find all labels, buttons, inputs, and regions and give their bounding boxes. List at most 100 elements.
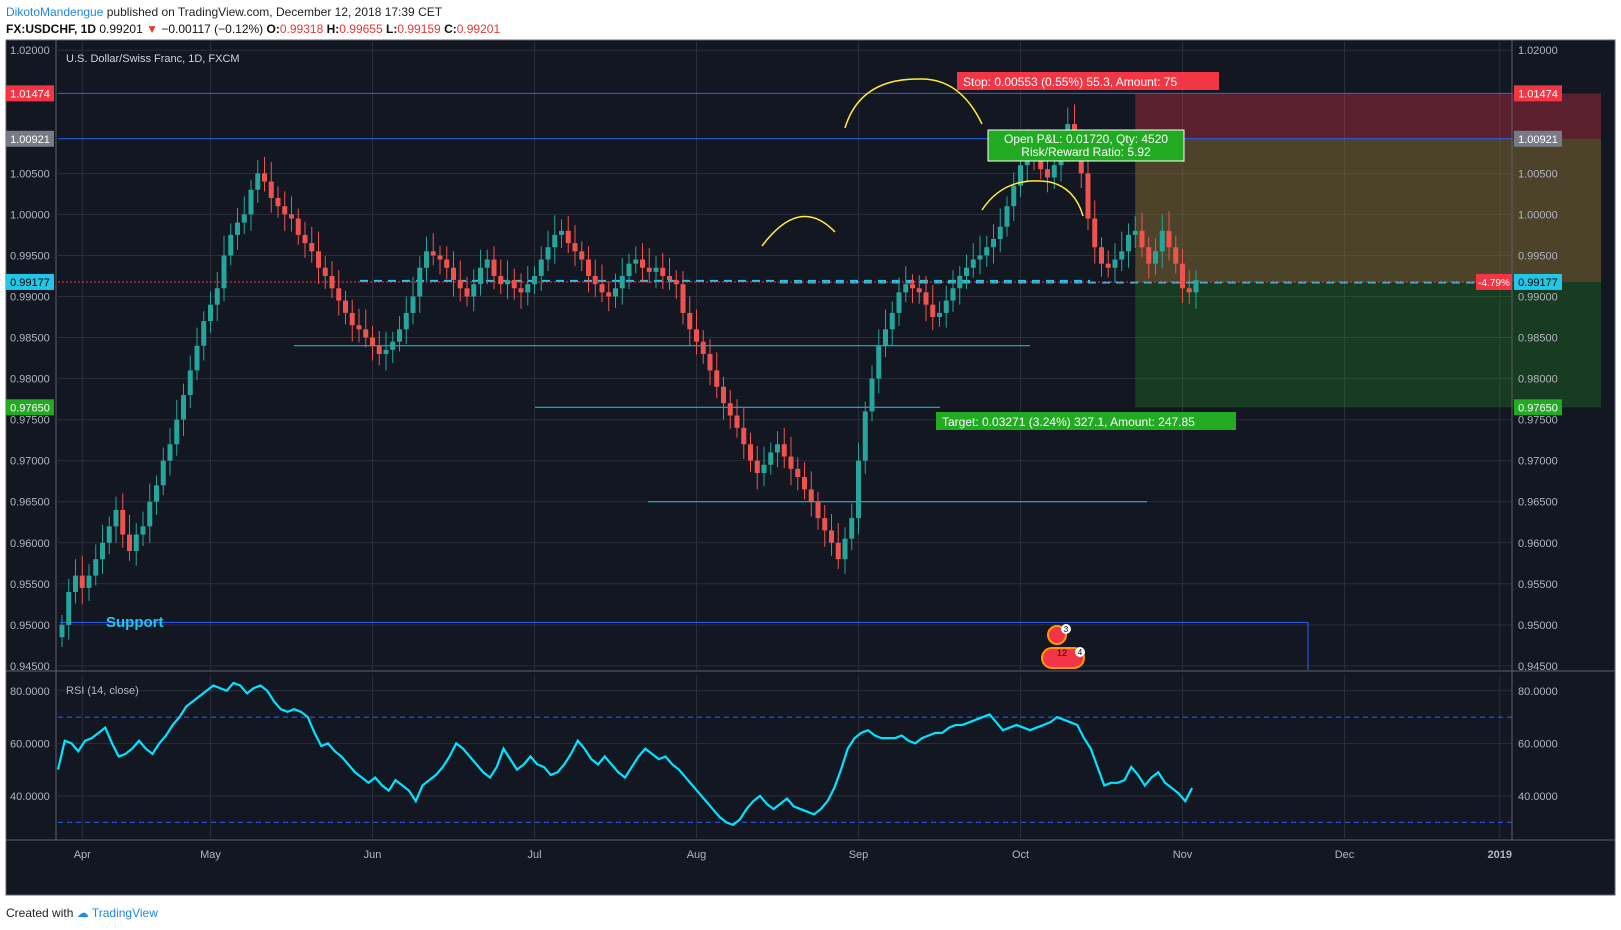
target-zone xyxy=(1135,281,1601,408)
drawings[interactable] xyxy=(761,78,1084,247)
candle-body xyxy=(464,288,470,297)
candle-body xyxy=(1011,185,1017,207)
y-tick-label-right: 0.96500 xyxy=(1518,497,1558,509)
y-tick-label-right: 0.94500 xyxy=(1518,661,1558,673)
candle-body xyxy=(370,337,375,346)
y-tick-label-right: 1.00000 xyxy=(1518,209,1558,221)
y-tick-label-left: 0.97000 xyxy=(10,456,50,468)
event-count: 4 xyxy=(1078,648,1083,657)
y-tick-label-left: 0.95000 xyxy=(10,620,50,632)
candle-body xyxy=(653,267,659,272)
candle-body xyxy=(721,386,726,404)
candle-body xyxy=(154,485,159,502)
x-tick-label: 2019 xyxy=(1488,849,1512,861)
candle-body xyxy=(518,288,524,293)
candle-body xyxy=(862,411,868,461)
candle-body xyxy=(910,284,915,289)
candle-body xyxy=(559,230,564,235)
candle-body xyxy=(565,230,571,244)
candle-body xyxy=(1146,247,1152,264)
candle-body xyxy=(140,526,146,535)
candle-body xyxy=(1119,251,1125,260)
level-lines[interactable] xyxy=(58,92,1512,670)
candle-body xyxy=(93,559,99,576)
candle-body xyxy=(302,234,308,244)
tradingview-logo-icon[interactable]: ☁ xyxy=(76,906,89,920)
candle-body xyxy=(950,288,956,301)
candle-body xyxy=(397,329,402,342)
candle-body xyxy=(876,345,882,379)
candle-body xyxy=(478,267,483,285)
candle-body xyxy=(66,592,72,625)
candle-body xyxy=(59,624,65,638)
candle-body xyxy=(329,275,335,289)
y-tick-label-left: 0.95500 xyxy=(10,579,50,591)
candle-body xyxy=(903,284,909,293)
position-tool[interactable] xyxy=(1135,93,1601,408)
candle-body xyxy=(943,300,949,313)
candle-body xyxy=(100,542,105,560)
y-tick-label-left: 0.96000 xyxy=(10,538,50,550)
candle-body xyxy=(471,284,477,297)
candle-body xyxy=(626,263,632,276)
rsi-tick-right: 80.0000 xyxy=(1518,686,1558,698)
candle-body xyxy=(424,251,429,268)
candle-body xyxy=(106,526,112,543)
publish-header: DikotoMandengue published on TradingView… xyxy=(6,4,442,20)
candle-body xyxy=(167,444,173,461)
y-tick-label-left: 1.00000 xyxy=(10,209,50,221)
candle-body xyxy=(923,292,929,305)
y-tick-label-left: 1.02000 xyxy=(10,45,50,57)
candle-body xyxy=(896,292,902,313)
candle-body xyxy=(73,575,78,593)
candle-body xyxy=(221,255,227,289)
price-badge-text-left: 0.99177 xyxy=(10,277,50,289)
author-link[interactable]: DikotoMandengue xyxy=(6,5,104,19)
candle-body xyxy=(147,501,153,527)
price-badge-right xyxy=(1514,273,1562,290)
y-tick-label-right: 0.98000 xyxy=(1518,374,1558,386)
candle-body xyxy=(363,329,369,338)
y-tick-label-right: 0.98500 xyxy=(1518,333,1558,345)
candle-body xyxy=(572,243,578,252)
candle-body xyxy=(714,370,720,387)
tradingview-brand[interactable]: TradingView xyxy=(91,906,158,920)
high-label: H: xyxy=(326,22,340,36)
price-badge-text-left: 1.01474 xyxy=(10,88,50,100)
candle-body xyxy=(673,280,679,285)
y-tick-label-left: 0.98500 xyxy=(10,333,50,345)
candle-body xyxy=(829,530,834,543)
candle-body xyxy=(694,329,699,342)
symbol-label[interactable]: FX:USDCHF, 1D xyxy=(6,22,97,36)
candle-body xyxy=(646,267,652,272)
candle-body xyxy=(491,259,497,276)
published-text: published on TradingView.com, December 1… xyxy=(106,5,443,19)
candle-body xyxy=(336,288,342,301)
candle-body xyxy=(1099,247,1104,264)
stop-label-box xyxy=(957,72,1219,90)
candle-body xyxy=(457,280,463,289)
candle-body xyxy=(815,501,821,519)
down-arrow-icon: ▼ xyxy=(146,22,158,36)
candle-body xyxy=(937,312,942,318)
x-tick-label: Sep xyxy=(849,849,869,861)
candle-body xyxy=(79,575,85,588)
candle-body xyxy=(754,460,760,473)
candle-body xyxy=(289,214,294,219)
candle-body xyxy=(262,173,267,182)
candle-body xyxy=(1038,156,1044,170)
rr-label: Risk/Reward Ratio: 5.92 xyxy=(1021,145,1151,159)
candle-body xyxy=(869,378,875,412)
candle-body xyxy=(356,325,362,330)
candle-body xyxy=(592,275,598,285)
candle-body xyxy=(444,259,450,268)
candle-body xyxy=(201,321,207,346)
y-tick-label-left: 1.00500 xyxy=(10,168,50,180)
candle-body xyxy=(1193,280,1199,293)
candle-body xyxy=(390,341,396,350)
candle-body xyxy=(403,312,409,330)
event-group-icon xyxy=(1041,647,1085,669)
candle-body xyxy=(842,538,848,560)
pnl-label: Open P&L: 0.01720, Qty: 4520 xyxy=(1004,132,1168,146)
